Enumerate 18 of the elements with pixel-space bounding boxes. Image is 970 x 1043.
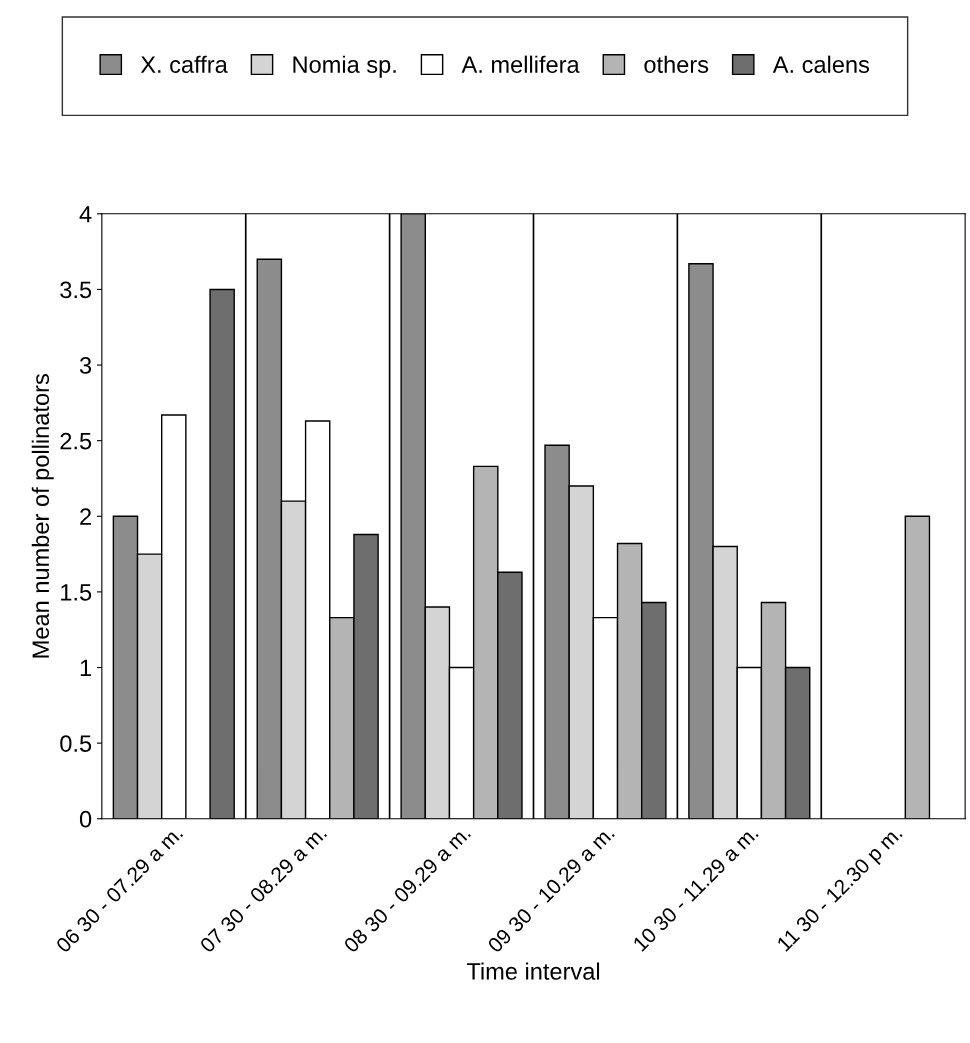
x-axis-title: Time interval [466,962,600,980]
legend-label: Nomia sp. [293,55,396,78]
legend-label: A. calens [772,55,870,73]
bar [904,515,931,819]
y-axis-title: Mean number of pollinators [31,374,54,658]
y-tick-label: 1.5 [61,584,92,601]
y-tick-label: 2 [80,508,91,525]
y-tick-label: 3.5 [60,281,92,299]
y-tick-label: 1 [80,659,91,677]
y-tick-label: 3 [79,357,92,374]
y-tick-label: 0.5 [60,735,92,752]
legend-label: X. caffra [140,55,228,73]
legend-label: others [644,55,709,73]
legend-label: A. mellifera [461,55,580,73]
y-tick-label: 4 [79,206,92,223]
y-tick-label: 0 [79,810,92,828]
y-tick-label: 2.5 [60,432,92,450]
bar [209,288,235,819]
